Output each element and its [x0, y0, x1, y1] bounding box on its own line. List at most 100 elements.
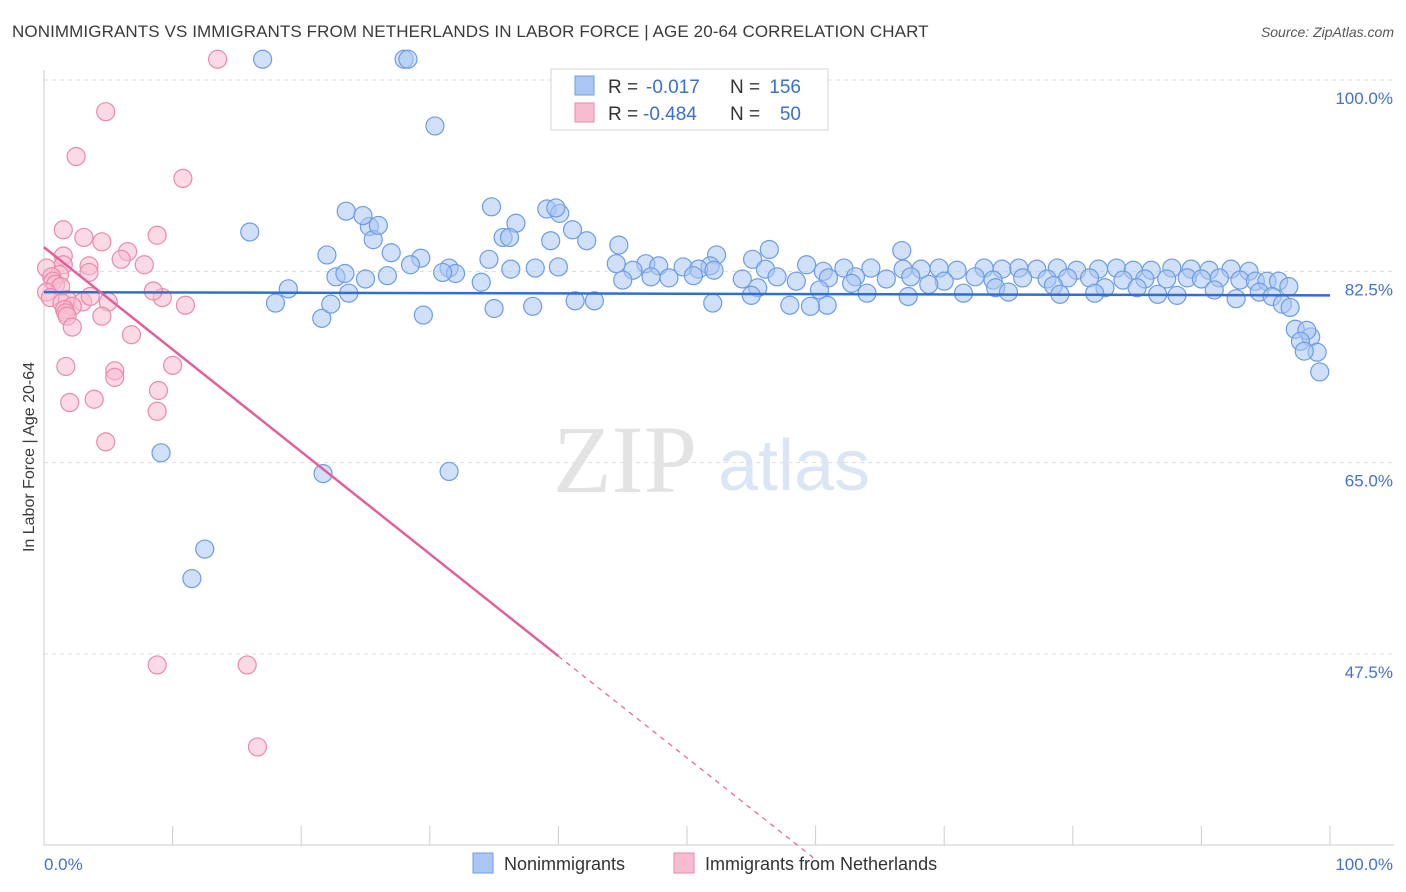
- immigrant-point-6: [74, 227, 94, 248]
- immigrant-point-3: [173, 168, 193, 188]
- source-label: Source: ZipAtlas.com: [1260, 24, 1394, 40]
- nonimmigrant-point-127: [1085, 283, 1105, 303]
- nonimmigrant-point-64: [613, 270, 633, 290]
- stats-legend-box: [550, 68, 829, 131]
- nonimmigrant-point-94: [471, 272, 491, 292]
- axes: [43, 70, 1394, 846]
- bottom-legend-swatch-immigrants: [673, 852, 695, 874]
- immigrant-point-45: [147, 401, 167, 421]
- nonimmigrant-point-139: [336, 201, 356, 221]
- immigrant-point-33: [175, 295, 196, 315]
- nonimmigrant-point-69: [767, 267, 787, 287]
- nonimmigrant-point-75: [934, 271, 954, 291]
- nonimmigrant-point-112: [484, 298, 504, 319]
- nonimmigrant-point-29: [796, 255, 817, 275]
- nonimmigrant-point-125: [998, 282, 1019, 302]
- x-tick-marks: [43, 826, 1331, 845]
- nonimmigrant-point-140: [353, 205, 373, 226]
- nonimmigrant-point-12: [541, 231, 561, 251]
- immigrant-point-5: [147, 225, 167, 245]
- nonimmigrant-point-24: [400, 255, 421, 275]
- watermark-zip: ZIP: [553, 406, 697, 513]
- legend-n-label-immigrants: N =: [730, 104, 760, 125]
- immigrant-point-7: [92, 232, 112, 252]
- nonimmigrant-point-44: [947, 260, 967, 280]
- nonimmigrant-point-73: [876, 269, 896, 289]
- legend-n-value-immigrants: 50: [780, 104, 801, 125]
- trend-line-immigrants: [43, 246, 560, 658]
- nonimmigrant-point-74: [901, 267, 921, 287]
- immigrant-point-15: [79, 262, 99, 283]
- nonimmigrant-point-147: [195, 539, 215, 559]
- legend-r-value-immigrants: -0.484: [643, 104, 697, 125]
- immigrant-point-10: [111, 249, 131, 269]
- legend-n-value-nonimmigrants: 156: [769, 77, 801, 98]
- nonimmigrant-point-67: [683, 266, 704, 286]
- nonimmigrant-point-61: [335, 263, 355, 284]
- nonimmigrant-point-138: [1310, 362, 1330, 382]
- gridlines: [44, 79, 1394, 655]
- watermark: ZIP atlas: [553, 406, 870, 513]
- immigrant-point-1: [96, 102, 116, 122]
- y-tick-label-0: 100.0%: [1335, 89, 1393, 108]
- nonimmigrant-point-148: [182, 568, 202, 589]
- nonimmigrant-point-95: [433, 262, 453, 283]
- nonimmigrant-point-23: [317, 245, 337, 265]
- nonimmigrant-point-130: [1226, 289, 1246, 309]
- immigrant-point-37: [121, 325, 142, 345]
- y-tick-label-2: 65.0%: [1345, 472, 1393, 491]
- immigrant-point-36: [62, 317, 82, 337]
- y-tick-label-1: 82.5%: [1345, 280, 1393, 299]
- nonimmigrant-point-66: [659, 268, 679, 288]
- legend-swatch-immigrants: [574, 102, 595, 123]
- nonimmigrant-point-18: [742, 249, 763, 269]
- immigrant-point-48: [237, 655, 257, 675]
- nonimmigrant-point-107: [800, 296, 821, 316]
- nonimmigrant-point-99: [919, 274, 939, 295]
- nonimmigrant-point-10: [499, 227, 520, 248]
- nonimmigrant-point-78: [1013, 268, 1033, 288]
- nonimmigrant-point-111: [265, 293, 286, 313]
- nonimmigrant-point-2: [398, 49, 418, 69]
- nonimmigrant-point-133: [1280, 297, 1300, 318]
- nonimmigrant-point-36: [704, 260, 724, 280]
- nonimmigrant-point-15: [759, 239, 779, 260]
- nonimmigrant-point-123: [898, 286, 918, 307]
- nonimmigrant-point-103: [1127, 278, 1147, 298]
- legend-r-label-immigrants: R =: [608, 104, 638, 125]
- nonimmigrant-point-108: [780, 295, 800, 315]
- nonimmigrants-points: [151, 49, 1330, 589]
- immigrant-point-42: [148, 380, 169, 401]
- immigrant-point-44: [60, 392, 80, 413]
- nonimmigrant-point-0: [253, 49, 273, 69]
- nonimmigrant-point-17: [892, 240, 912, 261]
- immigrant-point-2: [66, 146, 86, 167]
- nonimmigrant-point-146: [439, 461, 459, 482]
- nonimmigrant-point-3: [425, 116, 445, 136]
- legend-r-value-nonimmigrants: -0.017: [646, 77, 700, 98]
- y-axis-title: In Labor Force | Age 20-64: [21, 362, 38, 552]
- legend-r-label-nonimmigrants: R =: [608, 77, 638, 98]
- nonimmigrant-point-65: [641, 267, 661, 287]
- nonimmigrant-point-113: [523, 296, 543, 316]
- immigrant-point-43: [84, 389, 104, 409]
- nonimmigrant-point-118: [321, 294, 341, 314]
- immigrant-point-12: [134, 255, 154, 275]
- x-tick-label-min: 0.0%: [44, 855, 83, 874]
- immigrant-point-49: [247, 737, 268, 757]
- nonimmigrant-point-21: [381, 243, 401, 263]
- bottom-legend: Nonimmigrants Immigrants from Netherland…: [472, 852, 937, 874]
- stats-legend: R = -0.017 N = 156 R = -0.484 N = 50: [550, 68, 829, 131]
- immigrant-point-32: [143, 281, 163, 301]
- nonimmigrant-point-32: [548, 257, 569, 277]
- nonimmigrant-point-145: [313, 464, 333, 484]
- immigrant-point-41: [105, 367, 125, 387]
- immigrant-point-34: [92, 306, 112, 326]
- nonimmigrant-point-63: [377, 266, 397, 286]
- nonimmigrant-point-68: [732, 269, 752, 289]
- nonimmigrant-point-143: [546, 198, 566, 218]
- nonimmigrant-point-116: [413, 305, 433, 325]
- nonimmigrant-point-8: [562, 220, 583, 240]
- y-tick-label-3: 47.5%: [1345, 663, 1393, 682]
- nonimmigrant-point-109: [240, 222, 260, 242]
